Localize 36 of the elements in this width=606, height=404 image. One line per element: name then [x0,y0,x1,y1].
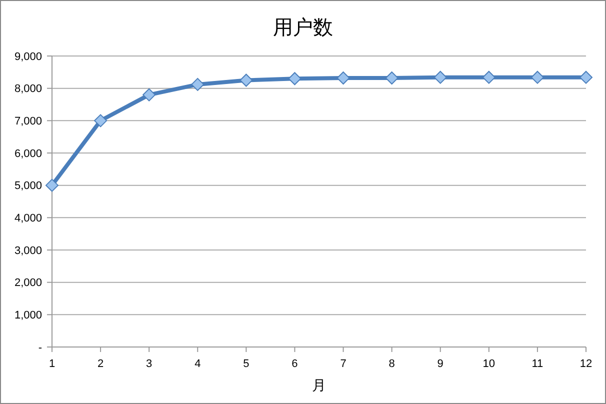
x-tick-label: 6 [292,358,298,370]
y-tick-label: 8,000 [14,83,42,96]
point [46,178,58,192]
y-tick-label: 4,000 [14,212,42,225]
x-tick-label: 8 [388,358,395,370]
x-tick-label: 1 [48,358,56,370]
point [288,72,302,86]
y-tick-label: 3,000 [14,244,42,257]
y-tick-label: 6,000 [14,148,42,160]
y-tick-label: 5,000 [14,180,42,192]
y-tick-label: - [38,342,42,354]
point [94,114,108,128]
point [191,78,204,91]
point [580,70,592,84]
x-tick-label: 11 [532,358,544,370]
x-tick-label: 10 [482,358,496,370]
x-tick-label: 4 [194,358,201,370]
y-tick-label: 7,000 [14,116,42,128]
x-tick-label: 7 [340,358,346,370]
y-tick-label: 2,000 [14,277,42,290]
x-tick-label: 12 [580,358,592,370]
point [434,70,447,84]
point [142,88,156,102]
x-tick-label: 9 [437,358,444,370]
x-axis-title: 月 [312,377,326,393]
x-tick-label: 3 [146,358,152,370]
x-tick-label: 2 [97,358,104,370]
point [240,74,253,87]
point [385,71,398,84]
point [482,70,496,84]
point [530,70,544,84]
chart-title: 用户数 [273,17,333,39]
y-tick-label: 9,000 [14,50,42,63]
point [336,71,350,84]
y-tick-label: 1,000 [14,310,42,322]
x-tick-label: 5 [243,358,250,370]
